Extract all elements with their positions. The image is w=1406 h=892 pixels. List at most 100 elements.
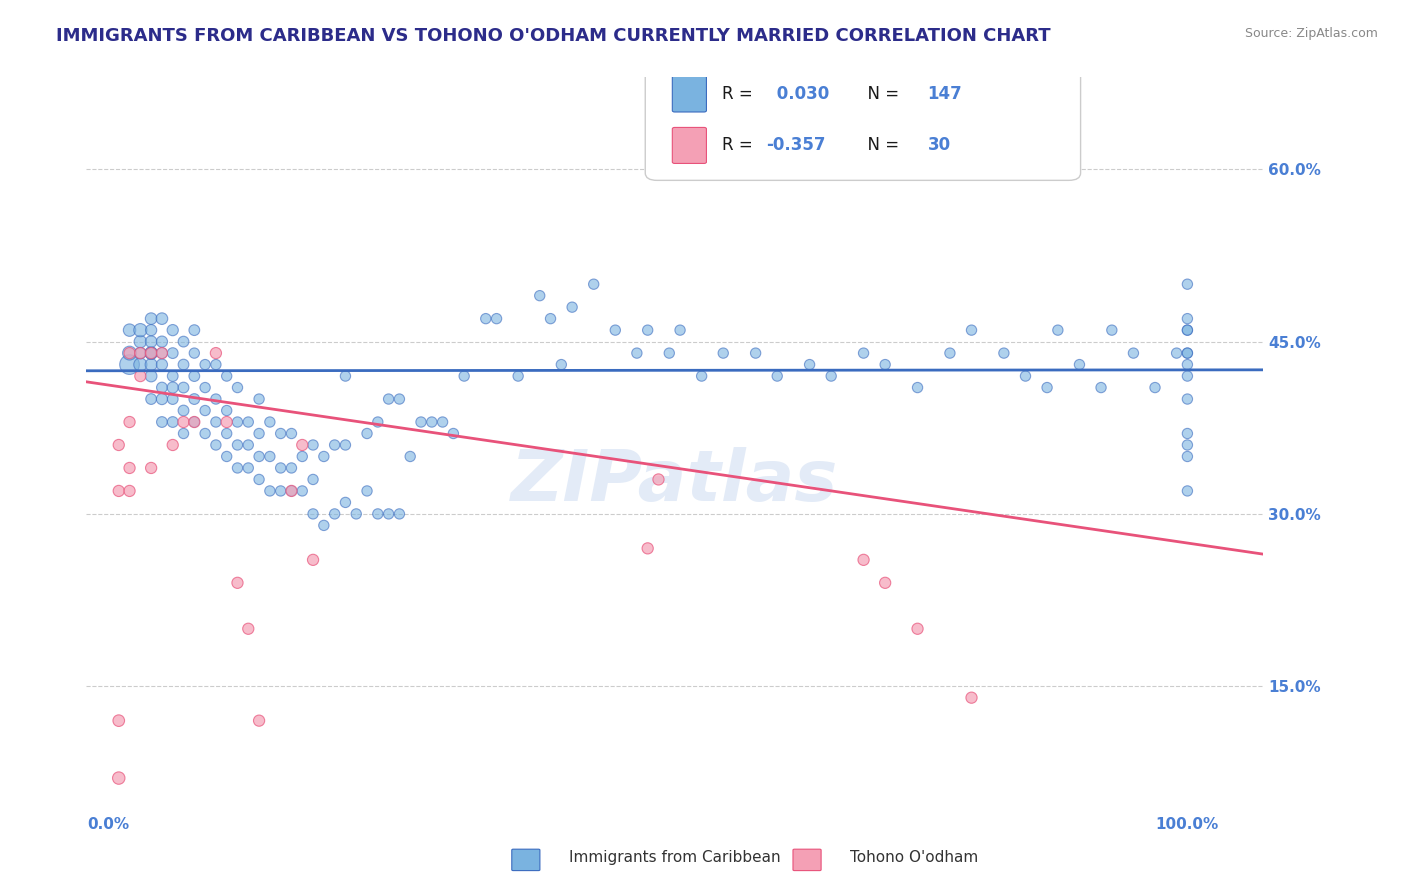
Point xyxy=(238,415,260,429)
Point xyxy=(960,323,983,337)
Point xyxy=(312,518,335,533)
Point xyxy=(194,358,217,372)
Point xyxy=(107,771,129,785)
Point xyxy=(1036,380,1059,394)
Text: R =: R = xyxy=(721,85,758,103)
Point xyxy=(1177,369,1199,384)
Point xyxy=(139,311,162,326)
Point xyxy=(194,403,217,417)
Point xyxy=(238,461,260,475)
Point xyxy=(205,392,228,406)
Point xyxy=(1177,346,1199,360)
Point xyxy=(183,415,205,429)
Point xyxy=(150,346,173,360)
Point xyxy=(820,369,842,384)
Point xyxy=(139,346,162,360)
Text: R =: R = xyxy=(721,136,758,154)
Point xyxy=(205,358,228,372)
Point xyxy=(540,311,562,326)
Point xyxy=(1069,358,1091,372)
Point xyxy=(173,403,195,417)
Point xyxy=(1166,346,1188,360)
Point xyxy=(744,346,766,360)
Point xyxy=(183,323,205,337)
Point xyxy=(344,507,367,521)
Point xyxy=(875,358,897,372)
Point xyxy=(162,323,184,337)
Point xyxy=(215,403,238,417)
Point xyxy=(183,346,205,360)
Point xyxy=(1177,438,1199,452)
Point xyxy=(107,483,129,498)
Point xyxy=(205,346,228,360)
Point xyxy=(139,369,162,384)
Point xyxy=(993,346,1015,360)
Point xyxy=(129,346,152,360)
Point xyxy=(960,690,983,705)
Point xyxy=(875,575,897,590)
Point xyxy=(1101,323,1123,337)
Point xyxy=(215,426,238,441)
Text: 30: 30 xyxy=(928,136,950,154)
Point xyxy=(183,369,205,384)
Point xyxy=(162,392,184,406)
Point xyxy=(409,415,432,429)
Point xyxy=(907,380,929,394)
Point xyxy=(291,450,314,464)
Point xyxy=(605,323,627,337)
Point xyxy=(226,438,249,452)
Point xyxy=(173,334,195,349)
Point xyxy=(247,472,270,486)
Point xyxy=(226,461,249,475)
Point xyxy=(173,358,195,372)
Point xyxy=(323,507,346,521)
Point xyxy=(215,415,238,429)
Point xyxy=(1177,311,1199,326)
Point xyxy=(247,450,270,464)
Text: IMMIGRANTS FROM CARIBBEAN VS TOHONO O'ODHAM CURRENTLY MARRIED CORRELATION CHART: IMMIGRANTS FROM CARIBBEAN VS TOHONO O'OD… xyxy=(56,27,1050,45)
FancyBboxPatch shape xyxy=(645,62,1081,180)
Point xyxy=(118,483,141,498)
Point xyxy=(129,358,152,372)
Point xyxy=(1046,323,1069,337)
Point xyxy=(173,415,195,429)
Point xyxy=(162,438,184,452)
Point xyxy=(259,483,281,498)
Point xyxy=(226,575,249,590)
Point xyxy=(139,358,162,372)
Point xyxy=(647,472,669,486)
Point xyxy=(939,346,962,360)
Point xyxy=(335,438,357,452)
Point xyxy=(453,369,475,384)
Point xyxy=(183,415,205,429)
Point xyxy=(335,495,357,509)
Point xyxy=(388,507,411,521)
Point xyxy=(907,622,929,636)
Point xyxy=(150,392,173,406)
Point xyxy=(367,415,389,429)
Point xyxy=(150,311,173,326)
Point xyxy=(1177,277,1199,292)
Point xyxy=(550,358,572,372)
Text: N =: N = xyxy=(858,136,904,154)
Point xyxy=(1177,392,1199,406)
Point xyxy=(129,346,152,360)
Point xyxy=(270,426,292,441)
Point xyxy=(377,507,399,521)
Point xyxy=(302,472,325,486)
Point xyxy=(312,450,335,464)
Text: Tohono O'odham: Tohono O'odham xyxy=(849,850,979,865)
Point xyxy=(852,553,875,567)
Point xyxy=(162,369,184,384)
Point xyxy=(107,714,129,728)
Point xyxy=(1177,483,1199,498)
Point xyxy=(118,346,141,360)
Point xyxy=(561,300,583,314)
Point xyxy=(129,369,152,384)
Point xyxy=(291,483,314,498)
Point xyxy=(238,622,260,636)
Point xyxy=(107,438,129,452)
Point xyxy=(118,346,141,360)
Point xyxy=(626,346,648,360)
Point xyxy=(280,461,302,475)
